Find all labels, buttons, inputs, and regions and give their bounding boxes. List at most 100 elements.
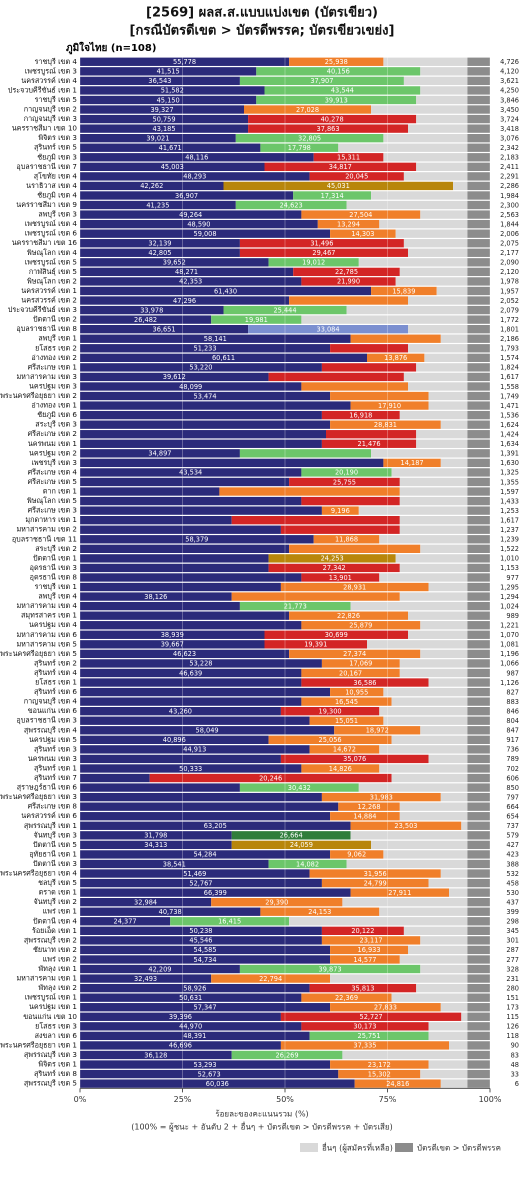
bar-label: 59,008 xyxy=(194,230,217,238)
diff-segment xyxy=(467,802,490,811)
bar-segment xyxy=(330,812,400,821)
bar-label: 39,913 xyxy=(325,96,348,104)
category-label: ชัยนาท เขต 2 xyxy=(33,945,77,954)
bar-segment xyxy=(256,67,421,76)
category-label: ร้อยเอ็ด เขต 1 xyxy=(32,925,77,935)
other-segment xyxy=(440,869,468,878)
bar-segment xyxy=(309,983,417,993)
other-segment xyxy=(383,153,468,162)
bar-segment xyxy=(264,162,417,171)
bar-label: 23,117 xyxy=(360,937,383,945)
bar-segment xyxy=(280,1041,449,1050)
diff-label: 1,471 xyxy=(500,402,519,410)
bar-segment xyxy=(80,172,310,181)
bar-label: 24,377 xyxy=(114,918,137,926)
bar-label: 15,051 xyxy=(335,717,358,725)
bar-segment xyxy=(80,506,322,515)
bar-label: 39,873 xyxy=(319,965,342,973)
bar-segment xyxy=(338,1069,421,1079)
category-label: นครปฐม เขต 5 xyxy=(29,735,77,744)
diff-label: 1,070 xyxy=(500,631,519,639)
other-segment xyxy=(440,1079,468,1088)
bar-segment xyxy=(80,783,240,792)
bar-label: 24,253 xyxy=(321,555,344,563)
bar-label: 30,699 xyxy=(325,631,348,639)
diff-segment xyxy=(467,1079,490,1088)
category-label: พิษณุโลก เขต 4 xyxy=(27,248,77,257)
category-label: นครพนม เขต 1 xyxy=(28,439,77,448)
bar-segment xyxy=(80,382,302,391)
bar-label: 19,012 xyxy=(302,259,325,267)
bar-segment xyxy=(80,200,236,210)
other-segment xyxy=(383,687,468,697)
bar-segment xyxy=(80,1031,310,1041)
bar-label: 39,612 xyxy=(163,373,186,381)
category-label: ประจวบคีรีขันธ์ เขต 1 xyxy=(8,85,77,94)
other-segment xyxy=(408,611,468,620)
diff-segment xyxy=(467,697,490,706)
bar-segment xyxy=(260,907,380,916)
bar-label: 23,503 xyxy=(394,822,417,830)
bar-label: 34,817 xyxy=(329,163,352,171)
bar-label: 36,128 xyxy=(144,1051,167,1059)
bar-segment xyxy=(80,334,351,343)
bar-segment xyxy=(350,334,441,343)
other-segment xyxy=(416,439,468,448)
category-label: พระนครศรีอยุธยา เขต 2 xyxy=(0,391,77,400)
diff-segment xyxy=(467,554,490,563)
bar-segment xyxy=(80,573,302,582)
bar-label: 49,264 xyxy=(179,211,202,219)
category-label: อุบลราชธานี เขต 3 xyxy=(16,716,77,725)
bar-segment xyxy=(268,258,359,267)
bar-segment xyxy=(321,878,429,888)
diff-segment xyxy=(467,735,490,744)
diff-segment xyxy=(467,296,490,305)
bar-segment xyxy=(371,286,437,296)
diff-label: 399 xyxy=(506,908,519,916)
category-label: เพชรบูรณ์ เขต 4 xyxy=(25,219,78,228)
x-axis-label: ร้อยละของคะแนนรวม (%) xyxy=(215,1110,308,1119)
diff-segment xyxy=(467,563,490,573)
category-label: ยโสธร เขต 3 xyxy=(35,1021,77,1030)
category-label: ชัยภูมิ เขต 4 xyxy=(37,190,77,199)
diff-segment xyxy=(467,315,490,324)
bar-segment xyxy=(330,1003,441,1012)
diff-label: 6 xyxy=(515,1080,519,1088)
diff-label: 2,090 xyxy=(500,259,519,267)
diff-segment xyxy=(467,325,490,334)
other-segment xyxy=(461,1012,468,1021)
bar-segment xyxy=(80,67,257,76)
bar-segment xyxy=(264,630,408,639)
bar-segment xyxy=(80,496,302,506)
diff-segment xyxy=(467,200,490,210)
bar-segment xyxy=(80,630,265,639)
other-segment xyxy=(346,859,468,869)
bar-segment xyxy=(80,754,281,764)
category-label: กาฬสินธุ์ เขต 5 xyxy=(29,267,77,276)
category-label: นครราชสีมา เขต 16 xyxy=(12,238,78,247)
bar-label: 53,474 xyxy=(194,392,217,400)
bar-segment xyxy=(80,1022,302,1031)
category-label: นครปฐม เขต 3 xyxy=(29,381,77,390)
bar-segment xyxy=(268,563,400,573)
bar-segment xyxy=(80,745,310,754)
other-segment xyxy=(399,516,468,525)
category-label: ลพบุรี เขต 4 xyxy=(38,592,77,601)
bar-segment xyxy=(80,210,302,219)
bar-segment xyxy=(80,859,269,869)
bar-segment xyxy=(80,611,290,620)
bar-segment xyxy=(301,277,396,286)
bar-label: 45,150 xyxy=(157,96,180,104)
bar-segment xyxy=(80,1050,232,1060)
bar-segment xyxy=(317,219,380,229)
bar-label: 24,816 xyxy=(386,1080,409,1088)
bar-segment xyxy=(223,181,454,191)
diff-segment xyxy=(467,258,490,267)
diff-segment xyxy=(467,305,490,315)
category-label: ลพบุรี เขต 3 xyxy=(38,210,77,219)
bar-label: 54,734 xyxy=(194,956,217,964)
diff-segment xyxy=(467,869,490,878)
other-segment xyxy=(416,363,468,372)
bar-label: 27,911 xyxy=(388,889,411,897)
